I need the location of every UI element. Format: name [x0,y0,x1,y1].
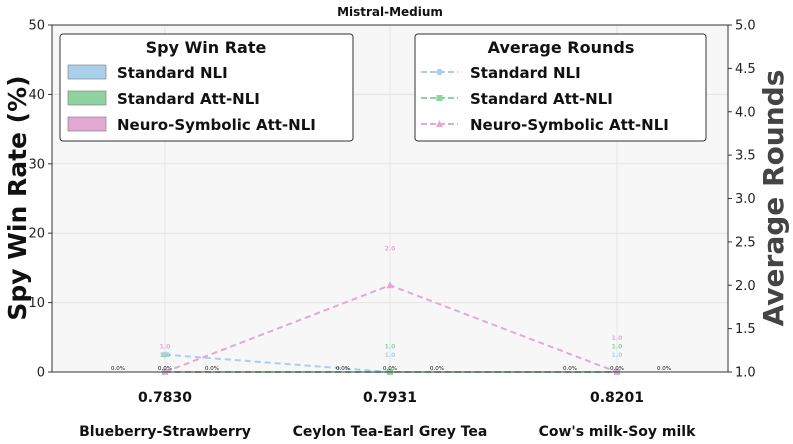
line-legend-label: Neuro-Symbolic Att-NLI [470,116,669,134]
bar-legend-swatch [67,90,107,106]
bar-legend-items: Standard NLI Standard Att-NLI Neuro-Symbol… [67,64,316,134]
category-score-label: 0.8201 [590,390,644,406]
right-tick-label: 3.5 [735,149,756,164]
right-tick-label: 4.0 [735,105,756,120]
category-label: Cow's milk-Soy milk [539,424,697,440]
right-axis-label: Average Rounds [757,70,790,327]
right-tick-label: 2.0 [735,279,756,294]
left-tick-label: 50 [28,19,45,34]
right-tick-label: 3.0 [735,192,756,207]
category-score-label: 0.7931 [363,390,417,406]
line-legend: Average Rounds Standard NLI Standard Att-… [414,33,707,142]
category-labels: 0.7830 Blueberry-Strawberry 0.7931 Ceylon T… [79,390,696,440]
right-axis-ticks: 1.0 1.5 2.0 2.5 3.0 3.5 4.0 4.5 5.0 [728,19,756,381]
line-value-label: 1.0 [385,344,396,351]
bar-legend-label: Standard NLI [117,64,228,82]
line-marker-circle [162,351,168,358]
bar-value-label: 0.0% [657,366,671,372]
category-label: Ceylon Tea-Earl Grey Tea [293,424,488,440]
line-value-label: 2.0 [385,245,396,252]
bar-legend-swatch [67,64,107,80]
right-tick-label: 1.0 [735,366,756,381]
line-value-label: 1.0 [612,335,623,342]
line-value-label: 1.0 [160,352,171,359]
line-value-label: 1.0 [385,352,396,359]
right-tick-label: 2.5 [735,235,756,250]
left-tick-label: 40 [28,88,45,103]
line-value-label: 1.0 [160,344,171,351]
line-legend-label: Standard Att-NLI [470,90,613,108]
left-axis-label: Spy Win Rate (%) [3,75,32,320]
bar-value-label: 0.0% [111,366,125,372]
line-legend-title: Average Rounds [488,38,635,57]
bar-legend-title: Spy Win Rate [146,38,267,57]
line-legend-marker [436,120,443,127]
bar-value-label: 0.0% [336,366,350,372]
bar-legend-frame [59,33,354,142]
line-legend-items: Standard NLI Standard Att-NLI Neuro-Symbol… [421,64,669,134]
line-legend-frame [414,33,707,142]
category-label: Blueberry-Strawberry [79,424,251,440]
right-tick-label: 5.0 [735,19,756,34]
bar-value-label: 0.0% [430,366,444,372]
category-score-label: 0.7830 [138,390,192,406]
chart-title: Mistral-Medium [337,5,443,19]
left-tick-label: 30 [28,157,45,172]
bar-value-label: 0.0% [563,366,577,372]
bar-value-label: 0.0% [610,366,624,372]
bar-legend-label: Standard Att-NLI [117,90,260,108]
line-legend-marker [436,68,443,76]
bar-legend: Spy Win Rate Standard NLI Standard Att-NL… [59,33,354,142]
line-value-label: 1.0 [612,344,623,351]
left-axis-ticks: 0 10 20 30 40 50 [28,19,52,381]
line-value-label: 1.0 [612,352,623,359]
line-legend-marker [436,95,443,101]
left-tick-label: 10 [28,296,45,311]
right-tick-label: 4.5 [735,62,756,77]
right-tick-label: 1.5 [735,322,756,337]
bar-value-label: 0.0% [205,366,219,372]
data-labels: 0.0% 0.0% 0.0% 0.0% 0.0% 0.0% 0.0% 0.0% 0.0% 1.0 2… [111,245,671,372]
line-marker-triangle [386,281,394,289]
left-tick-label: 0 [37,366,45,381]
bar-value-label: 0.0% [158,366,172,372]
bar-legend-swatch [67,116,107,132]
bar-value-label: 0.0% [383,366,397,372]
left-tick-label: 20 [28,227,45,242]
line-legend-label: Standard NLI [470,64,581,82]
bar-legend-label: Neuro-Symbolic Att-NLI [117,116,316,134]
